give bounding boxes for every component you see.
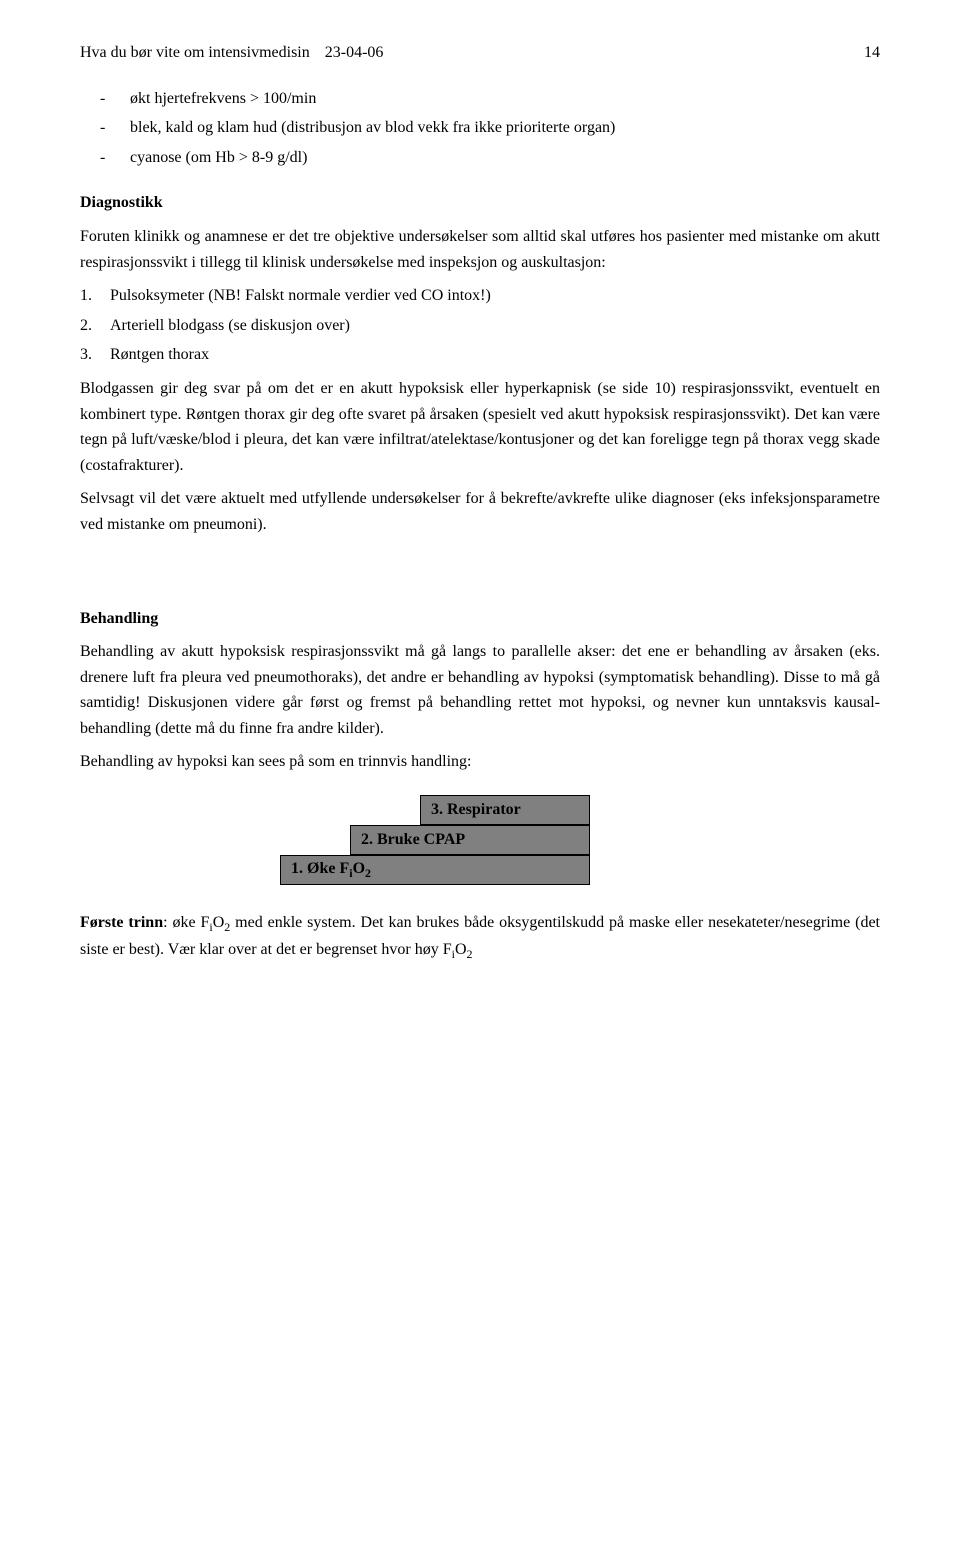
bullet-item: - blek, kald og klam hud (distribusjon a…: [100, 115, 880, 141]
page-header: Hva du bør vite om intensivmedisin 23-04…: [80, 40, 880, 66]
doc-date: 23-04-06: [325, 40, 384, 66]
num-marker: 3.: [80, 342, 110, 368]
num-text: Pulsoksymeter (NB! Falskt normale verdie…: [110, 283, 491, 309]
step-3-label: 3. Respirator: [431, 797, 521, 823]
first-step-text-d: O: [455, 941, 467, 958]
diagnostikk-heading: Diagnostikk: [80, 190, 880, 216]
header-left: Hva du bør vite om intensivmedisin 23-04…: [80, 40, 383, 66]
diag-intro: Foruten klinikk og anamnese er det tre o…: [80, 224, 880, 275]
first-step-para: Første trinn: øke FiO2 med enkle system.…: [80, 910, 880, 965]
step-2-box: 2. Bruke CPAP: [350, 825, 590, 855]
num-text: Røntgen thorax: [110, 342, 209, 368]
numbered-item: 1. Pulsoksymeter (NB! Falskt normale ver…: [80, 283, 880, 309]
bullet-list: - økt hjertefrekvens > 100/min - blek, k…: [100, 86, 880, 171]
behandling-heading: Behandling: [80, 606, 880, 632]
dash-icon: -: [100, 86, 130, 112]
num-text: Arteriell blodgass (se diskusjon over): [110, 313, 350, 339]
diag-para1: Blodgassen gir deg svar på om det er en …: [80, 376, 880, 478]
sub-22: 2: [467, 948, 473, 962]
numbered-list: 1. Pulsoksymeter (NB! Falskt normale ver…: [80, 283, 880, 368]
step-1-box: 1. Øke FiO2: [280, 855, 590, 885]
bullet-text: cyanose (om Hb > 8-9 g/dl): [130, 145, 307, 171]
num-marker: 1.: [80, 283, 110, 309]
first-step-text-a: : øke F: [163, 914, 209, 931]
bullet-text: økt hjertefrekvens > 100/min: [130, 86, 316, 112]
step-3-box: 3. Respirator: [420, 795, 590, 825]
doc-title: Hva du bør vite om intensivmedisin: [80, 40, 310, 66]
first-step-text-b: O: [213, 914, 225, 931]
step-2-label: 2. Bruke CPAP: [361, 827, 465, 853]
bullet-text: blek, kald og klam hud (distribusjon av …: [130, 115, 615, 141]
numbered-item: 2. Arteriell blodgass (se diskusjon over…: [80, 313, 880, 339]
bullet-item: - økt hjertefrekvens > 100/min: [100, 86, 880, 112]
diag-para2: Selvsagt vil det være aktuelt med utfyll…: [80, 486, 880, 537]
dash-icon: -: [100, 115, 130, 141]
bullet-item: - cyanose (om Hb > 8-9 g/dl): [100, 145, 880, 171]
step-1-label: 1. Øke FiO2: [291, 856, 371, 883]
dash-icon: -: [100, 145, 130, 171]
page-number: 14: [864, 40, 880, 66]
step-diagram: 3. Respirator 2. Bruke CPAP 1. Øke FiO2: [280, 795, 880, 885]
first-step-bold: Første trinn: [80, 914, 163, 931]
treat-para2: Behandling av hypoksi kan sees på som en…: [80, 749, 880, 775]
treat-para1: Behandling av akutt hypoksisk respirasjo…: [80, 639, 880, 741]
numbered-item: 3. Røntgen thorax: [80, 342, 880, 368]
num-marker: 2.: [80, 313, 110, 339]
